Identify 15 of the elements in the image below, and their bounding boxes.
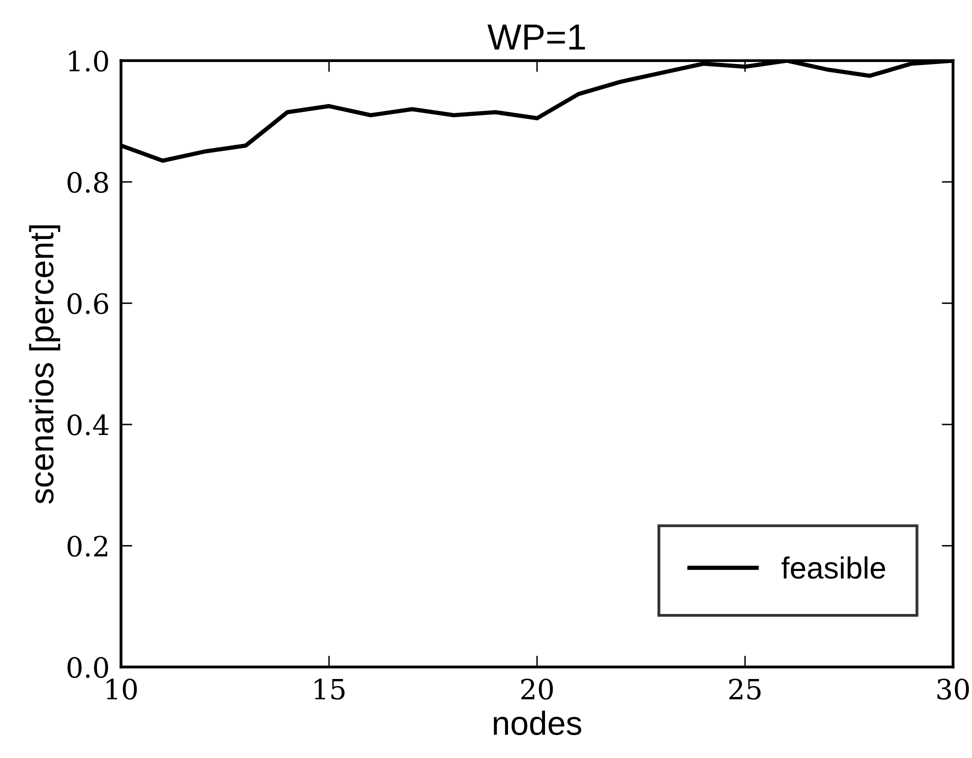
y-tick-label: 0.4 <box>68 414 109 436</box>
x-tick-label: 20 <box>521 678 553 700</box>
y-tick-label: 0.0 <box>68 656 108 678</box>
y-tick-label: 0.2 <box>68 536 108 557</box>
x-tick-label: 25 <box>729 678 761 700</box>
x-tick-label: 15 <box>314 678 345 700</box>
y-tick-label: 1.0 <box>69 50 108 72</box>
y-tick-label: 0.8 <box>68 172 108 193</box>
chart-title: WP=1 <box>488 24 585 50</box>
x-tick-label: 10 <box>106 678 137 700</box>
x-tick-label: 30 <box>937 678 969 700</box>
y-axis-title: scenarios [percent] <box>29 225 60 504</box>
y-tick-label: 0.6 <box>68 293 108 314</box>
legend-label: feasible <box>782 556 886 579</box>
x-axis-title: nodes <box>494 710 582 736</box>
